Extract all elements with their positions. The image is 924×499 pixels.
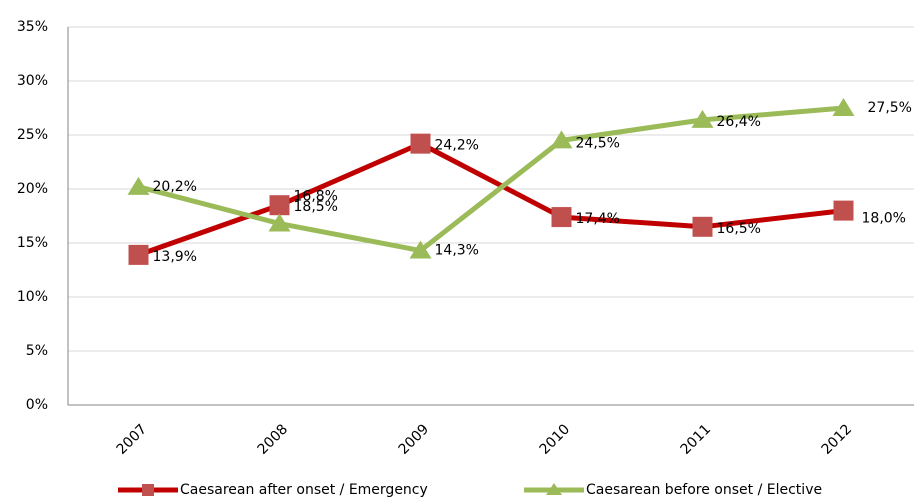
legend-item: Caesarean before onset / Elective: [524, 482, 822, 498]
y-tick-label: 0%: [26, 397, 48, 413]
x-tick-label: 2011: [678, 421, 715, 458]
marker: [128, 244, 149, 265]
marker: [410, 133, 431, 154]
y-tick-label: 15%: [17, 235, 48, 251]
y-tick-label: 5%: [26, 343, 48, 359]
x-tick-label: 2010: [537, 421, 574, 458]
marker: [551, 207, 572, 228]
legend-label: Caesarean before onset / Elective: [586, 482, 822, 498]
marker: [691, 109, 714, 128]
data-label: 27,5%: [868, 100, 912, 116]
legend-item: Caesarean after onset / Emergency: [118, 482, 428, 498]
y-tick-label: 30%: [17, 73, 48, 89]
data-label: 24,2%: [435, 138, 479, 154]
series-line: [137, 141, 844, 258]
data-label: 16,5%: [717, 221, 761, 237]
marker: [269, 195, 290, 216]
x-tick-label: 2007: [114, 421, 151, 458]
x-tick-label: 2012: [819, 421, 856, 458]
marker: [833, 200, 854, 221]
data-label: 18,5%: [294, 199, 338, 215]
y-tick-label: 20%: [17, 181, 48, 197]
y-tick-label: 35%: [17, 19, 48, 35]
y-tick-label: 25%: [17, 127, 48, 143]
marker: [268, 213, 291, 232]
legend-label: Caesarean after onset / Emergency: [180, 482, 428, 498]
data-label: 16,8%: [294, 189, 338, 205]
marker: [127, 176, 150, 195]
x-tick-label: 2009: [396, 421, 433, 458]
marker: [692, 216, 713, 237]
data-label: 26,4%: [717, 114, 761, 130]
marker: [832, 98, 855, 116]
marker: [409, 240, 432, 259]
series-line: [137, 105, 844, 254]
data-label: 13,9%: [153, 249, 197, 265]
x-tick-label: 2008: [255, 421, 292, 458]
legend-marker: [546, 483, 562, 495]
data-label: 18,0%: [862, 211, 906, 227]
data-label: 24,5%: [576, 135, 620, 151]
marker: [550, 130, 573, 149]
data-label: 17,4%: [576, 211, 620, 227]
data-label: 14,3%: [435, 243, 479, 259]
data-label: 20,2%: [153, 179, 197, 195]
legend-marker: [142, 484, 154, 496]
y-tick-label: 10%: [17, 289, 48, 305]
